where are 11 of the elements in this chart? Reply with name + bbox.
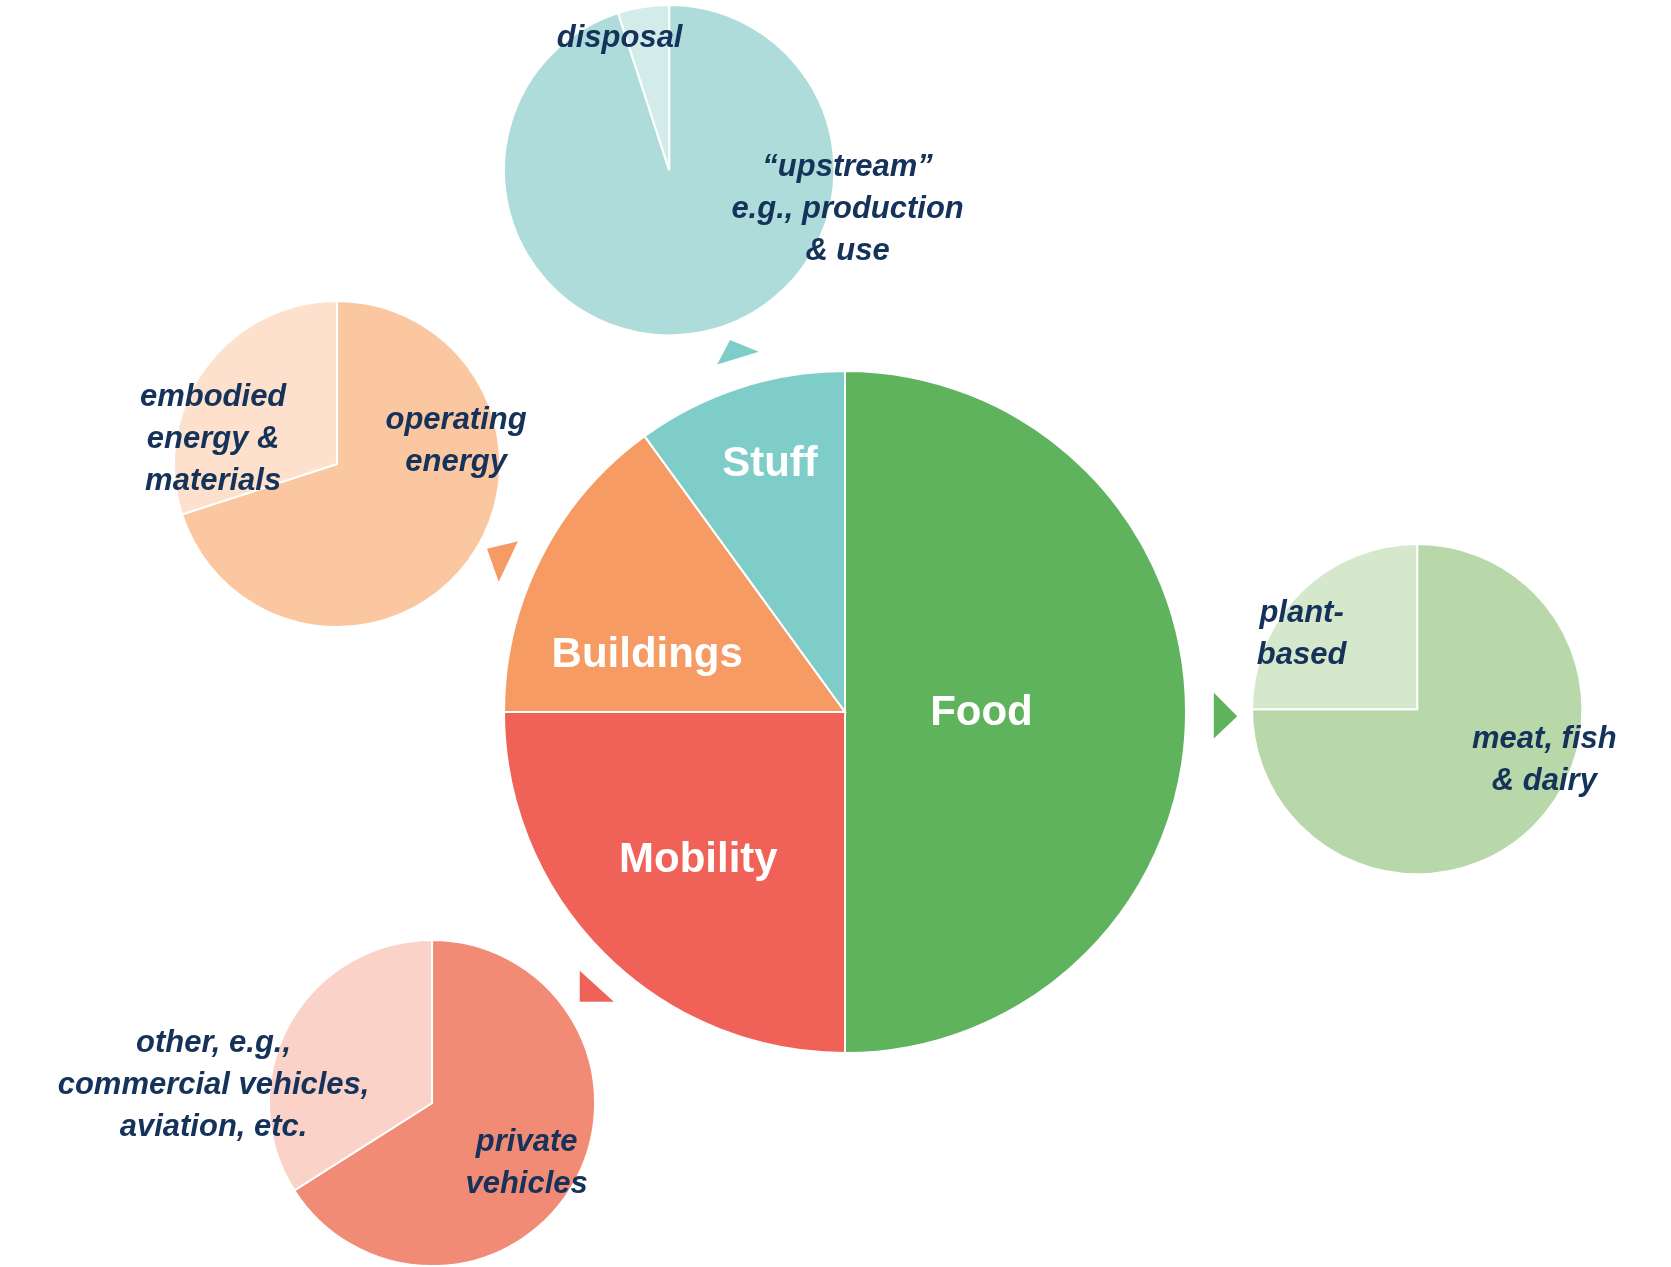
slice-label: meat, fish & dairy [1472, 719, 1617, 797]
slice-label: Buildings [551, 628, 743, 676]
slice-label: “upstream” e.g., production & use [731, 148, 964, 268]
slice-label: disposal [556, 19, 684, 55]
slice-label: operating energy [385, 400, 527, 478]
slice-label: Stuff [722, 437, 819, 485]
slice-label: embodied energy & materials [139, 377, 288, 497]
slice-label: other, e.g., commercial vehicles, aviation, etc. [57, 1023, 369, 1143]
slice-label: Food [930, 686, 1033, 734]
slice-label: Mobility [619, 833, 779, 881]
slice-label: plant- based [1256, 593, 1348, 671]
